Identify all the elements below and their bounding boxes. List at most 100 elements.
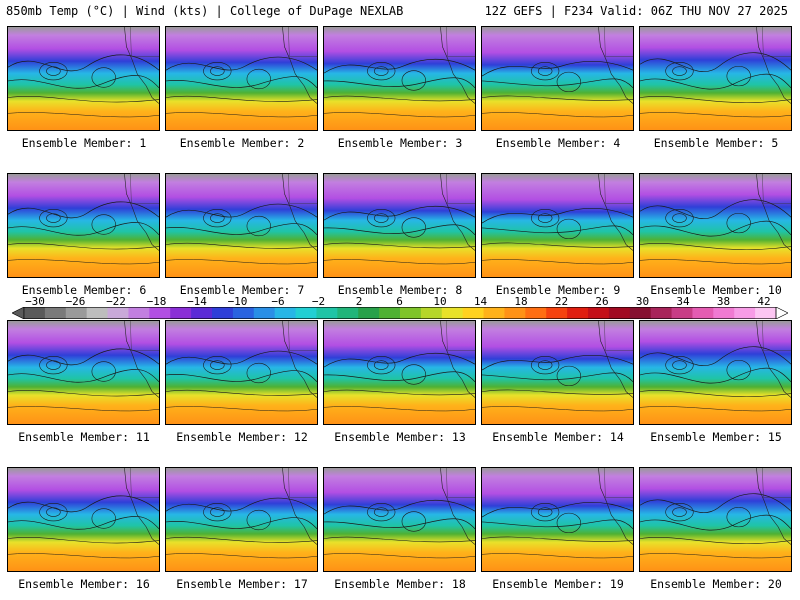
ensemble-member-caption: Ensemble Member: 5 <box>653 136 779 150</box>
ensemble-member-caption: Ensemble Member: 7 <box>179 283 305 297</box>
colorbar-tick-label: 30 <box>635 295 650 308</box>
ensemble-member-caption: Ensemble Member: 17 <box>176 577 308 591</box>
ensemble-member-map <box>639 320 792 425</box>
colorbar-swatch <box>253 307 276 319</box>
ensemble-member-map <box>481 320 634 425</box>
colorbar-tick-label: 6 <box>396 295 403 308</box>
ensemble-member-caption: Ensemble Member: 18 <box>334 577 466 591</box>
colorbar-tick-label: −14 <box>187 295 207 308</box>
colorbar-swatch <box>755 307 777 319</box>
colorbar-swatch <box>483 307 505 319</box>
ensemble-member-map <box>323 320 476 425</box>
ensemble-member-map <box>7 467 160 572</box>
colorbar-tick-label: −18 <box>146 295 167 308</box>
ensemble-member-caption: Ensemble Member: 10 <box>650 283 782 297</box>
colorbar-swatch <box>441 307 464 319</box>
colorbar-tick-label: −30 <box>25 295 45 308</box>
colorbar-swatch <box>107 307 129 319</box>
ensemble-member-map <box>639 173 792 278</box>
map-title: 850mb Temp (°C) | Wind (kts) | College o… <box>6 4 404 18</box>
ensemble-member-map <box>7 173 160 278</box>
colorbar-swatch <box>734 307 756 319</box>
ensemble-member-map <box>7 320 160 425</box>
colorbar-tick-label: 42 <box>757 295 771 308</box>
colorbar-swatch <box>337 307 359 319</box>
colorbar-swatch <box>462 307 485 319</box>
colorbar-tick-label: 34 <box>676 295 690 308</box>
colorbar-tick-label: −2 <box>311 295 326 308</box>
colorbar-swatch <box>567 307 589 319</box>
colorbar-swatch <box>692 307 714 319</box>
colorbar-swatch <box>170 307 192 319</box>
ensemble-member-map <box>639 26 792 131</box>
colorbar-swatch <box>44 307 67 319</box>
colorbar-tick-label: 22 <box>554 295 569 308</box>
ensemble-member-map <box>323 173 476 278</box>
colorbar-swatch <box>191 307 213 319</box>
ensemble-member-caption: Ensemble Member: 14 <box>492 430 624 444</box>
colorbar-swatch <box>232 307 255 319</box>
ensemble-member-caption: Ensemble Member: 3 <box>337 136 463 150</box>
colorbar-swatch <box>650 307 673 319</box>
ensemble-member-map <box>165 26 318 131</box>
colorbar-swatch <box>400 307 422 319</box>
colorbar-swatch <box>86 307 109 319</box>
colorbar-tick-label: −6 <box>271 295 285 308</box>
colorbar-tick-label: 26 <box>595 295 609 308</box>
colorbar-swatch <box>546 307 568 319</box>
ensemble-member-caption: Ensemble Member: 1 <box>21 136 147 150</box>
ensemble-member-caption: Ensemble Member: 6 <box>21 283 147 297</box>
colorbar-swatch <box>65 307 88 319</box>
ensemble-member-caption: Ensemble Member: 8 <box>337 283 463 297</box>
colorbar-swatch <box>295 307 317 319</box>
colorbar-swatch <box>379 307 401 319</box>
colorbar-swatch <box>713 307 735 319</box>
ensemble-member-caption: Ensemble Member: 11 <box>18 430 150 444</box>
ensemble-member-map <box>639 467 792 572</box>
colorbar-tick-label: 38 <box>716 295 731 308</box>
ensemble-member-map <box>481 26 634 131</box>
ensemble-member-map <box>481 173 634 278</box>
ensemble-member-caption: Ensemble Member: 2 <box>179 136 305 150</box>
ensemble-member-map <box>165 320 318 425</box>
ensemble-member-caption: Ensemble Member: 15 <box>650 430 782 444</box>
colorbar-swatch <box>212 307 234 319</box>
ensemble-member-caption: Ensemble Member: 13 <box>334 430 466 444</box>
colorbar-swatch <box>588 307 610 319</box>
colorbar-swatch <box>128 307 150 319</box>
colorbar-swatch <box>504 307 526 319</box>
colorbar-swatch <box>608 307 631 319</box>
colorbar-tick-label: 2 <box>355 295 363 308</box>
colorbar-swatch <box>316 307 338 319</box>
ensemble-member-caption: Ensemble Member: 9 <box>495 283 621 297</box>
colorbar-tick-label: 10 <box>433 295 447 308</box>
ensemble-member-map <box>165 173 318 278</box>
ensemble-member-caption: Ensemble Member: 19 <box>492 577 624 591</box>
colorbar-swatch <box>24 307 46 319</box>
colorbar-max-arrow <box>775 307 788 319</box>
ensemble-member-map <box>165 467 318 572</box>
colorbar-swatch <box>525 307 547 319</box>
ensemble-member-caption: Ensemble Member: 16 <box>18 577 150 591</box>
ensemble-member-caption: Ensemble Member: 12 <box>176 430 308 444</box>
colorbar-tick-label: −26 <box>65 295 86 308</box>
colorbar-swatch <box>671 307 693 319</box>
colorbar-swatch <box>420 307 443 319</box>
ensemble-member-caption: Ensemble Member: 4 <box>495 136 621 150</box>
run-info: 12Z GEFS | F234 Valid: 06Z THU NOV 27 20… <box>484 4 788 18</box>
ensemble-member-map <box>481 467 634 572</box>
ensemble-member-map <box>323 467 476 572</box>
colorbar-min-arrow <box>12 307 25 319</box>
ensemble-member-caption: Ensemble Member: 20 <box>650 577 782 591</box>
colorbar-swatch <box>629 307 652 319</box>
colorbar-swatch <box>358 307 380 319</box>
colorbar-tick-label: −10 <box>227 295 248 308</box>
colorbar-swatch <box>274 307 297 319</box>
colorbar-swatch <box>149 307 171 319</box>
ensemble-member-map <box>323 26 476 131</box>
colorbar-tick-label: 14 <box>473 295 488 308</box>
ensemble-member-map <box>7 26 160 131</box>
colorbar-tick-label: 18 <box>514 295 528 308</box>
colorbar-tick-label: −22 <box>106 295 126 308</box>
temperature-colorbar <box>12 307 788 319</box>
